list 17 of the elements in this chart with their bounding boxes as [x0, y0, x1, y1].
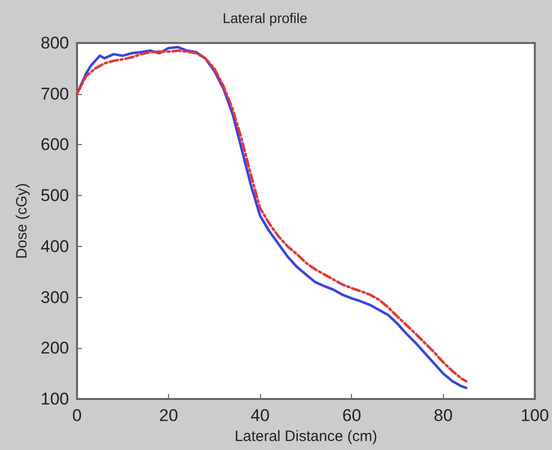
chart-title: Lateral profile	[222, 10, 308, 26]
y-tick-label: 300	[40, 288, 69, 307]
x-tick-label: 80	[434, 406, 453, 425]
y-tick-label: 100	[40, 390, 69, 408]
x-tick-label: 100	[520, 406, 550, 425]
y-tick-label: 200	[40, 338, 69, 358]
y-tick-label: 800	[40, 34, 69, 52]
x-tick-label: 20	[159, 406, 178, 425]
y-axis-title: Dose (cGy)	[14, 183, 31, 259]
y-tick-label: 600	[40, 135, 69, 154]
y-tick-label: 400	[40, 236, 69, 256]
y-tick-label: 500	[40, 186, 69, 206]
y-tick-label: 700	[40, 84, 69, 104]
x-tick-label: 40	[250, 406, 270, 425]
x-axis-title: Lateral Distance (cm)	[234, 428, 378, 445]
x-tick-label: 0	[72, 406, 82, 425]
x-tick-label: 60	[342, 406, 362, 425]
